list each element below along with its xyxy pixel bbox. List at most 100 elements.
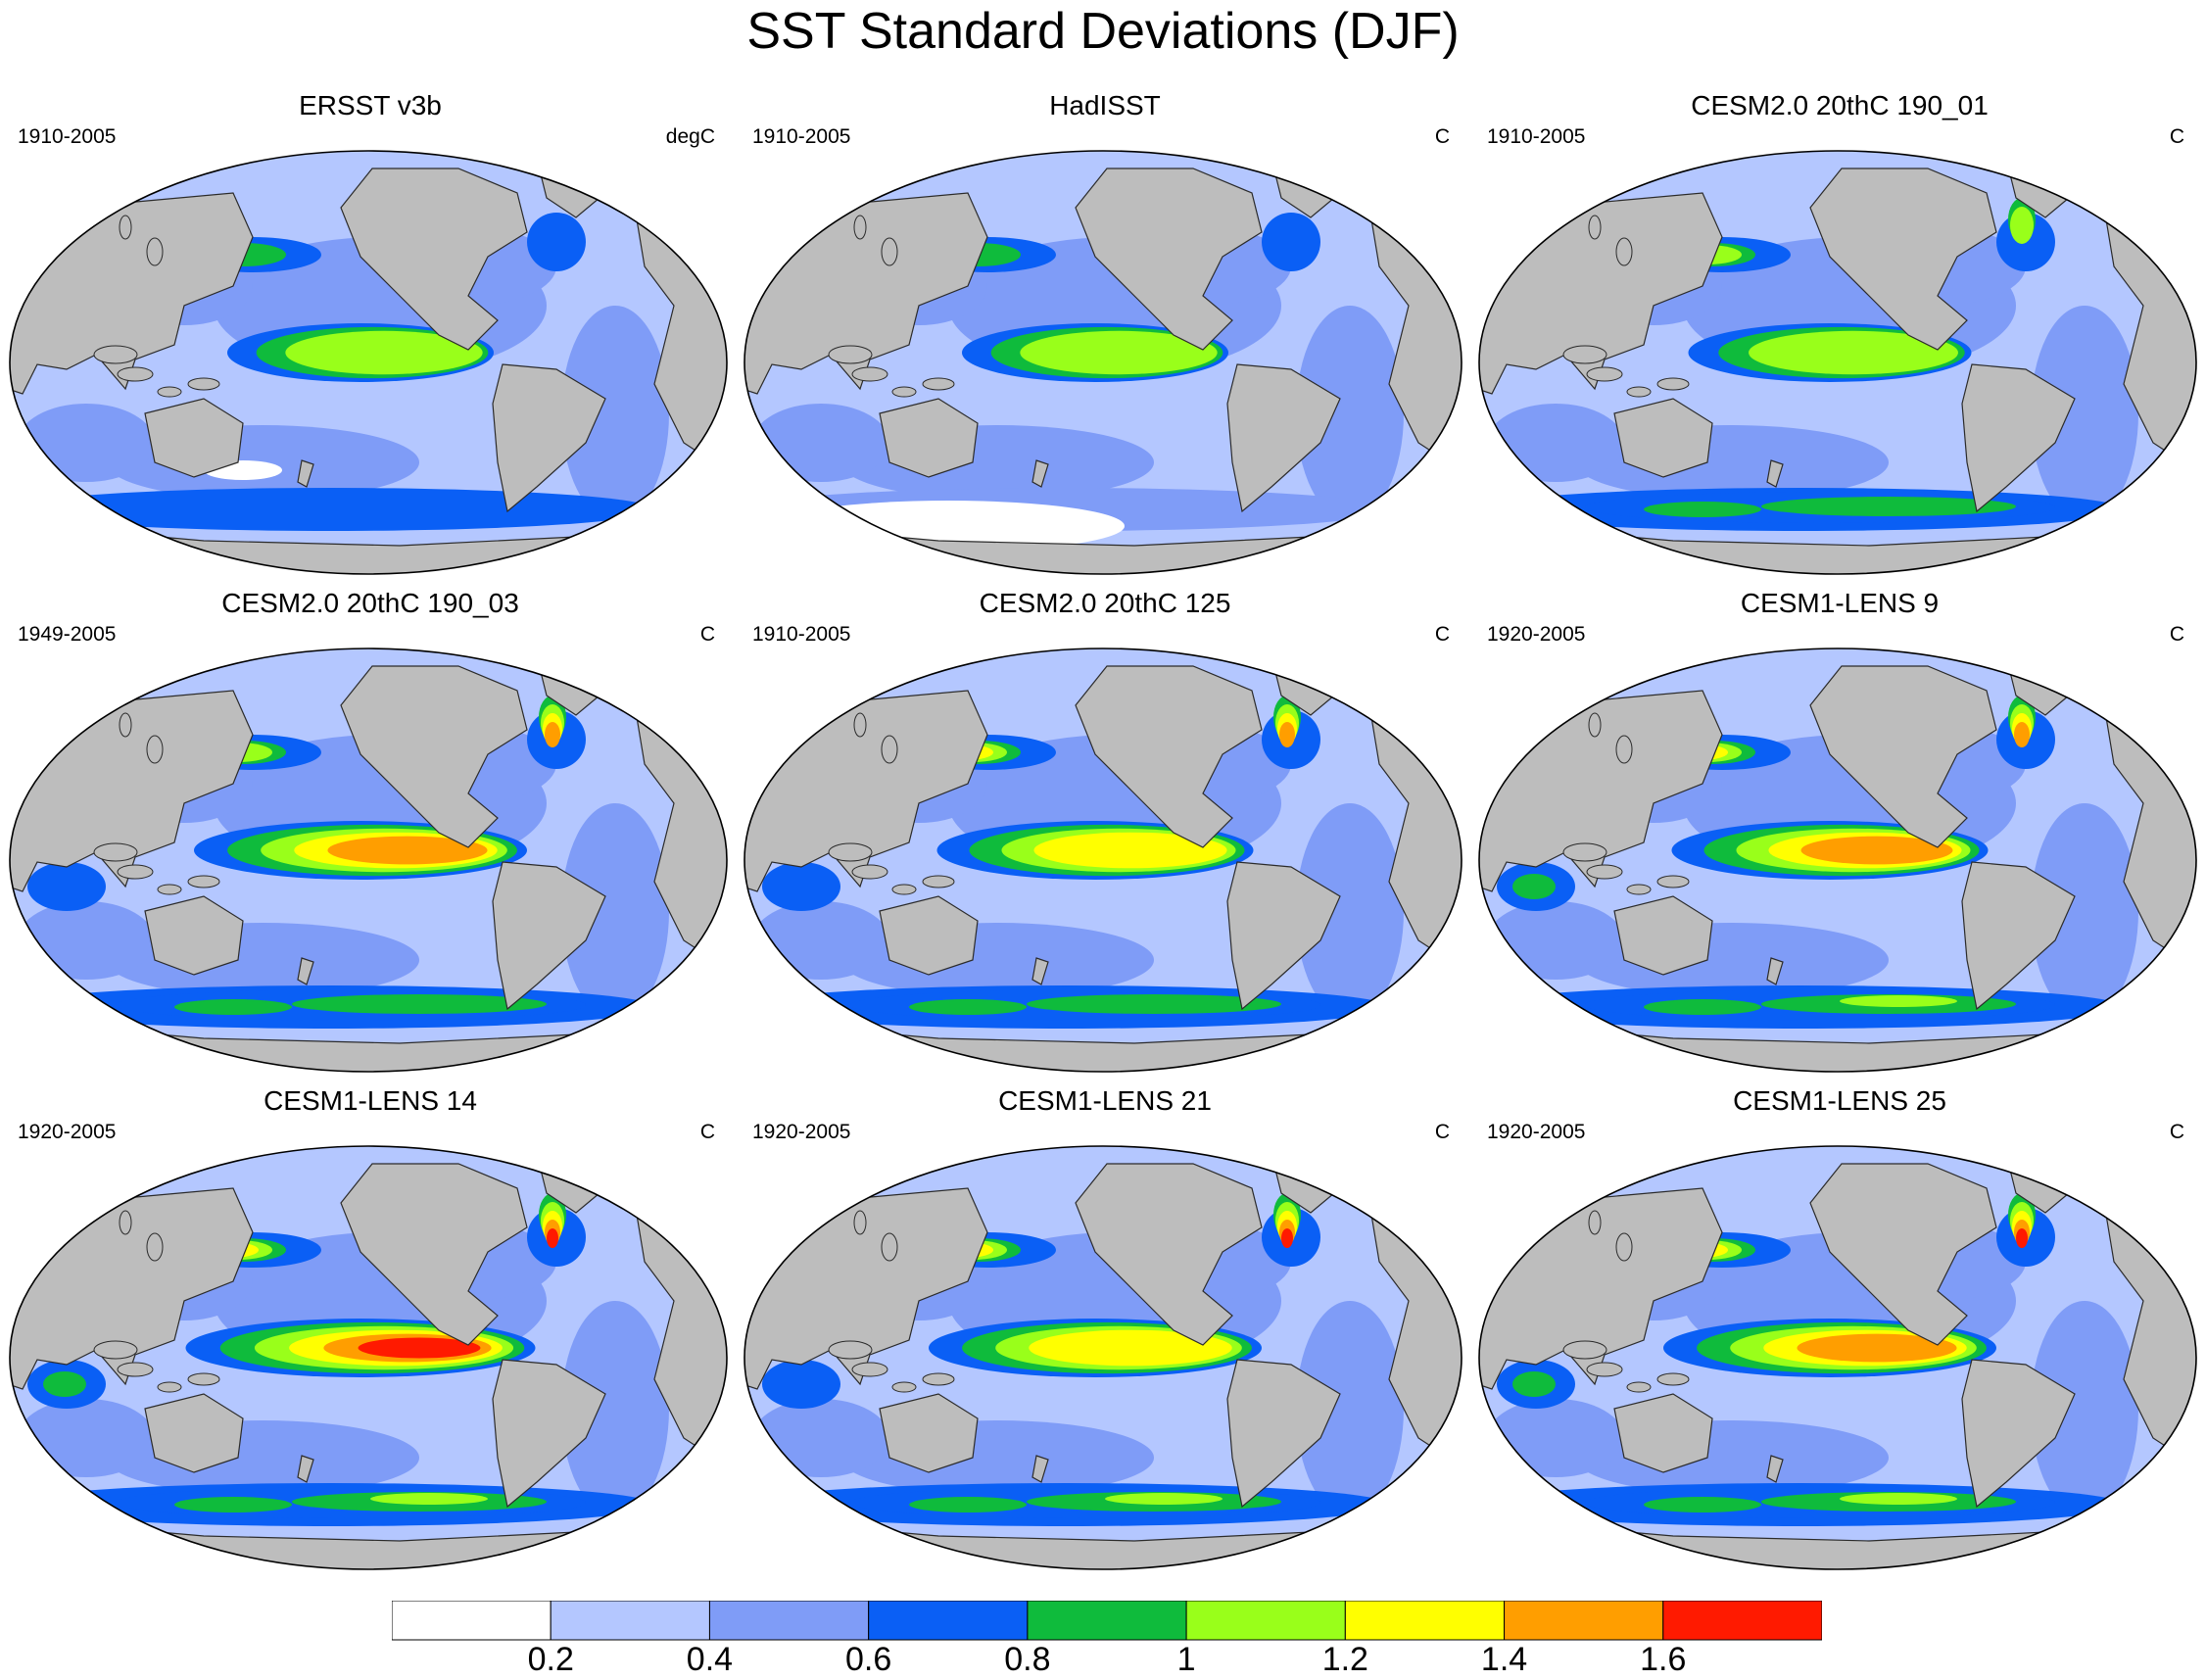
island-landmass <box>1626 884 1652 895</box>
indian-ocean-anomaly <box>43 1371 86 1397</box>
map-panel: CESM2.0 20thC 125 1910-2005 C <box>743 588 1467 1078</box>
sst-map <box>743 150 1463 575</box>
contour-0.4-0.6 <box>752 1399 889 1477</box>
island-landmass <box>851 366 888 382</box>
south-america-landmass <box>1226 861 1341 1011</box>
panel-units: C <box>2169 1121 2184 1143</box>
island-landmass <box>187 1372 220 1386</box>
island-landmass <box>1588 1210 1602 1235</box>
australia-landmass <box>144 1393 244 1473</box>
south-america-landmass <box>1226 363 1341 513</box>
contour-0.4-0.6 <box>18 404 155 482</box>
panel-units: C <box>1434 125 1450 148</box>
north-america-landmass <box>1809 168 1997 351</box>
island-landmass <box>93 842 138 862</box>
colorbar-swatch <box>1185 1601 1346 1641</box>
island-landmass <box>881 1232 898 1262</box>
panel-units: C <box>1434 623 1450 646</box>
new-zealand-landmass <box>1766 459 1784 488</box>
map-boundary <box>9 1145 728 1570</box>
southern-ocean-band <box>174 1497 292 1512</box>
island-landmass <box>1656 875 1690 888</box>
contour-0.4-0.6 <box>752 901 889 980</box>
australia-landmass <box>879 895 979 976</box>
contour-0.4-0.6 <box>18 901 155 980</box>
panel-years: 1910-2005 <box>752 125 851 148</box>
island-landmass <box>146 1232 164 1262</box>
south-america-landmass <box>492 861 606 1011</box>
contour-0.4-0.6 <box>1296 1301 1404 1516</box>
panel-title: CESM1-LENS 9 <box>1740 588 1940 618</box>
colorbar-swatch <box>1344 1601 1506 1641</box>
panel-title: CESM1-LENS 25 <box>1733 1085 1946 1116</box>
colorbar-tick-label: 1 <box>1176 1641 1196 1678</box>
island-landmass <box>119 712 132 738</box>
island-landmass <box>1586 864 1623 880</box>
colorbar-tick-label: 1.4 <box>1480 1641 1528 1678</box>
colorbar-tick-label: 0.4 <box>686 1641 734 1678</box>
sst-map <box>9 1145 728 1570</box>
contour-0.4-0.6 <box>18 1399 155 1477</box>
island-landmass <box>1588 215 1602 240</box>
new-zealand-landmass <box>297 459 314 488</box>
panel-title: CESM1-LENS 14 <box>264 1085 477 1116</box>
colorbar-tick-label: 0.2 <box>527 1641 574 1678</box>
new-zealand-landmass <box>1766 957 1784 985</box>
sst-map <box>1478 1145 2197 1570</box>
gulf-stream-anomaly <box>1279 722 1295 747</box>
figure-title: SST Standard Deviations (DJF) <box>746 3 1460 60</box>
island-landmass <box>922 1372 955 1386</box>
enso-contour-level-5 <box>1749 330 1958 375</box>
island-landmass <box>828 1340 873 1360</box>
indian-ocean-anomaly <box>1512 1371 1556 1397</box>
island-landmass <box>853 712 867 738</box>
australia-landmass <box>144 895 244 976</box>
gulf-stream-anomaly <box>547 1228 558 1248</box>
contour-0.4-0.6 <box>752 404 889 482</box>
new-zealand-landmass <box>1031 1455 1049 1483</box>
island-landmass <box>1562 1340 1607 1360</box>
sst-map <box>9 648 728 1073</box>
island-landmass <box>117 864 154 880</box>
island-landmass <box>922 377 955 391</box>
australia-landmass <box>1613 398 1713 478</box>
island-landmass <box>157 884 182 895</box>
enso-contour-level-8 <box>358 1337 481 1359</box>
island-landmass <box>828 842 873 862</box>
north-america-landmass <box>1075 665 1263 848</box>
colorbar-swatch <box>1504 1601 1664 1641</box>
southern-ocean-band <box>1644 502 1761 517</box>
indian-ocean-anomaly <box>1512 874 1556 899</box>
southern-ocean-band <box>1644 1497 1761 1512</box>
map-boundary <box>743 150 1463 575</box>
enso-contour-level-7 <box>1797 1333 1957 1363</box>
colorbar-swatch <box>1662 1601 1822 1641</box>
colorbar-swatch <box>392 1601 552 1641</box>
island-landmass <box>157 386 182 398</box>
southern-ocean-band <box>909 999 1027 1015</box>
island-landmass <box>851 1362 888 1377</box>
map-panel: CESM1-LENS 14 1920-2005 C <box>8 1085 733 1575</box>
island-landmass <box>119 1210 132 1235</box>
panel-years: 1920-2005 <box>752 1121 851 1143</box>
map-panel: CESM1-LENS 21 1920-2005 C <box>743 1085 1467 1575</box>
sst-map <box>743 648 1463 1073</box>
sst-map <box>1478 648 2197 1073</box>
island-landmass <box>117 366 154 382</box>
island-landmass <box>1562 345 1607 364</box>
panel-years: 1910-2005 <box>752 623 851 646</box>
north-america-landmass <box>1809 1163 1997 1346</box>
panel-units: C <box>699 623 715 646</box>
island-landmass <box>851 864 888 880</box>
island-landmass <box>881 237 898 266</box>
panel-title: CESM2.0 20thC 190_03 <box>221 588 519 618</box>
contour-0.4-0.6 <box>2031 803 2138 1019</box>
island-landmass <box>1586 366 1623 382</box>
new-zealand-landmass <box>1031 957 1049 985</box>
island-landmass <box>891 1381 917 1393</box>
new-zealand-landmass <box>297 957 314 985</box>
contour-0.4-0.6 <box>1487 1399 1624 1477</box>
island-landmass <box>828 345 873 364</box>
gulf-stream-anomaly <box>527 213 586 271</box>
island-landmass <box>1626 386 1652 398</box>
